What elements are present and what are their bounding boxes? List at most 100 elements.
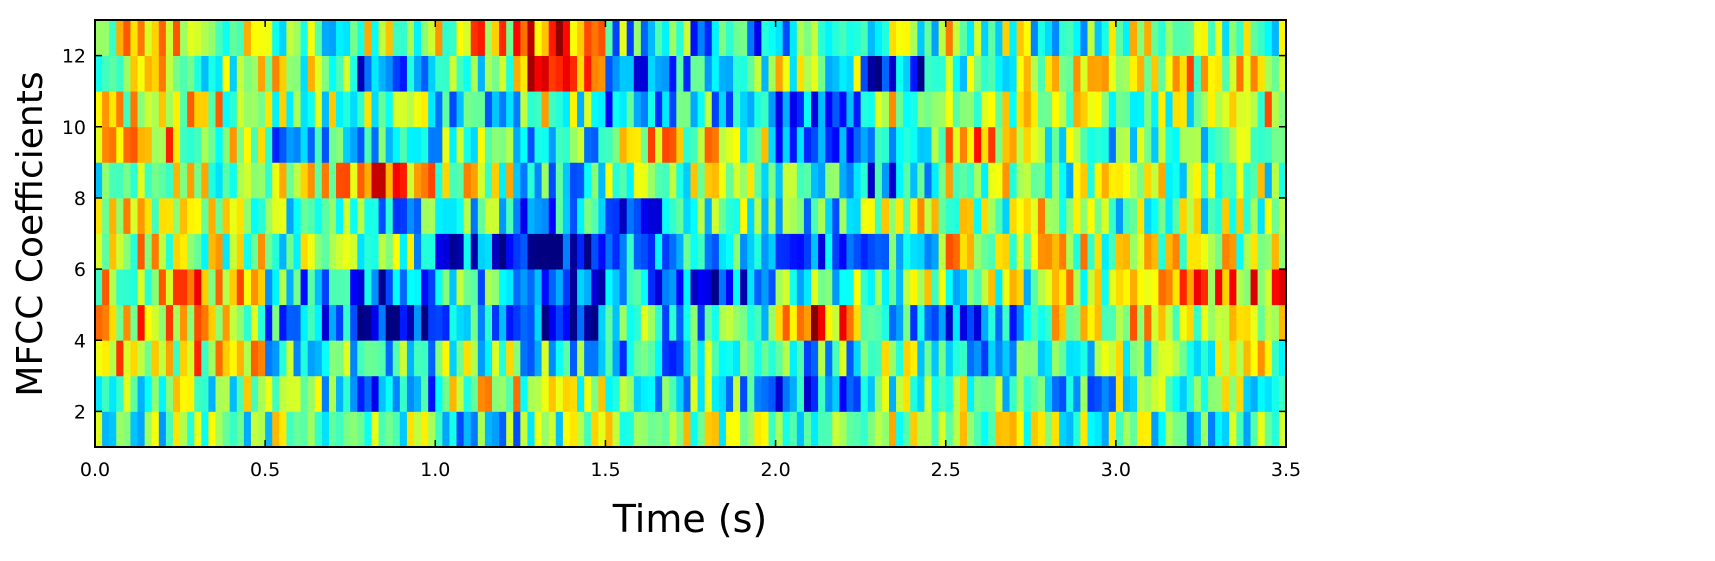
heatmap-cell xyxy=(627,198,635,234)
heatmap-cell xyxy=(414,376,422,412)
heatmap-cell xyxy=(237,305,245,341)
heatmap-cell xyxy=(641,411,649,447)
heatmap-cell xyxy=(322,411,330,447)
heatmap-cell xyxy=(435,305,443,341)
heatmap-cell xyxy=(1251,234,1259,270)
heatmap-cell xyxy=(542,20,550,56)
heatmap-cell xyxy=(1123,20,1131,56)
heatmap-cell xyxy=(733,340,741,376)
heatmap-cell xyxy=(449,411,457,447)
heatmap-cell xyxy=(1236,162,1244,198)
heatmap-cell xyxy=(669,198,677,234)
heatmap-cell xyxy=(1066,162,1074,198)
heatmap-cell xyxy=(542,56,550,92)
heatmap-cell xyxy=(364,162,372,198)
heatmap-cell xyxy=(783,305,791,341)
heatmap-cell xyxy=(329,269,337,305)
heatmap-cell xyxy=(471,127,479,163)
heatmap-cell xyxy=(1080,305,1088,341)
heatmap-cell xyxy=(294,411,302,447)
heatmap-cell xyxy=(492,269,500,305)
heatmap-cell xyxy=(924,56,932,92)
heatmap-cell xyxy=(577,376,585,412)
heatmap-cell xyxy=(102,269,110,305)
heatmap-cell xyxy=(1095,340,1103,376)
heatmap-cell xyxy=(1073,162,1081,198)
heatmap-cell xyxy=(1158,269,1166,305)
heatmap-cell xyxy=(237,234,245,270)
heatmap-cell xyxy=(1187,234,1195,270)
heatmap-cell xyxy=(1024,198,1032,234)
heatmap-cell xyxy=(159,56,167,92)
heatmap-cell xyxy=(1265,376,1273,412)
heatmap-cell xyxy=(1080,127,1088,163)
heatmap-cell xyxy=(421,269,429,305)
heatmap-cell xyxy=(308,376,316,412)
heatmap-cell xyxy=(1073,91,1081,127)
heatmap-cell xyxy=(683,305,691,341)
heatmap-cell xyxy=(1002,56,1010,92)
heatmap-cell xyxy=(464,269,472,305)
heatmap-cell xyxy=(173,56,181,92)
heatmap-cell xyxy=(1144,127,1152,163)
heatmap-cell xyxy=(939,162,947,198)
heatmap-cell xyxy=(187,20,195,56)
heatmap-cell xyxy=(400,411,408,447)
heatmap-cell xyxy=(1017,56,1025,92)
heatmap-cell xyxy=(216,162,224,198)
heatmap-cell xyxy=(371,162,379,198)
heatmap-cell xyxy=(457,269,465,305)
heatmap-cell xyxy=(953,411,961,447)
heatmap-cell xyxy=(1201,411,1209,447)
heatmap-cell xyxy=(102,340,110,376)
heatmap-cell xyxy=(1215,269,1223,305)
heatmap-cell xyxy=(868,411,876,447)
heatmap-cell xyxy=(1137,340,1145,376)
heatmap-cell xyxy=(733,162,741,198)
heatmap-cell xyxy=(145,376,153,412)
heatmap-cell xyxy=(286,305,294,341)
heatmap-cell xyxy=(194,162,202,198)
heatmap-cell xyxy=(393,20,401,56)
heatmap-cell xyxy=(875,91,883,127)
heatmap-cell xyxy=(960,305,968,341)
heatmap-cell xyxy=(329,376,337,412)
heatmap-cell xyxy=(123,305,131,341)
heatmap-cell xyxy=(187,198,195,234)
heatmap-cell xyxy=(123,20,131,56)
heatmap-cell xyxy=(1088,127,1096,163)
heatmap-cell xyxy=(152,127,160,163)
heatmap-cell xyxy=(527,162,535,198)
heatmap-cell xyxy=(1088,198,1096,234)
heatmap-cell xyxy=(896,234,904,270)
heatmap-cell xyxy=(627,127,635,163)
heatmap-cell xyxy=(386,305,394,341)
heatmap-cell xyxy=(421,20,429,56)
heatmap-cell xyxy=(1265,162,1273,198)
heatmap-cell xyxy=(329,411,337,447)
heatmap-cell xyxy=(1002,376,1010,412)
heatmap-cell xyxy=(613,269,621,305)
heatmap-cell xyxy=(499,305,507,341)
heatmap-cell xyxy=(981,20,989,56)
heatmap-cell xyxy=(421,91,429,127)
heatmap-cell xyxy=(386,198,394,234)
heatmap-cell xyxy=(145,20,153,56)
heatmap-cell xyxy=(988,269,996,305)
heatmap-cell xyxy=(244,20,252,56)
heatmap-cell xyxy=(613,411,621,447)
heatmap-cell xyxy=(208,91,216,127)
heatmap-cell xyxy=(1080,20,1088,56)
heatmap-cell xyxy=(577,162,585,198)
heatmap-cell xyxy=(386,20,394,56)
heatmap-cell xyxy=(641,305,649,341)
heatmap-cell xyxy=(1045,198,1053,234)
heatmap-cell xyxy=(251,411,259,447)
heatmap-cell xyxy=(258,269,266,305)
heatmap-cell xyxy=(974,234,982,270)
heatmap-cell xyxy=(1130,269,1138,305)
heatmap-cell xyxy=(258,162,266,198)
heatmap-cell xyxy=(605,411,613,447)
heatmap-cell xyxy=(201,56,209,92)
heatmap-cell xyxy=(662,91,670,127)
